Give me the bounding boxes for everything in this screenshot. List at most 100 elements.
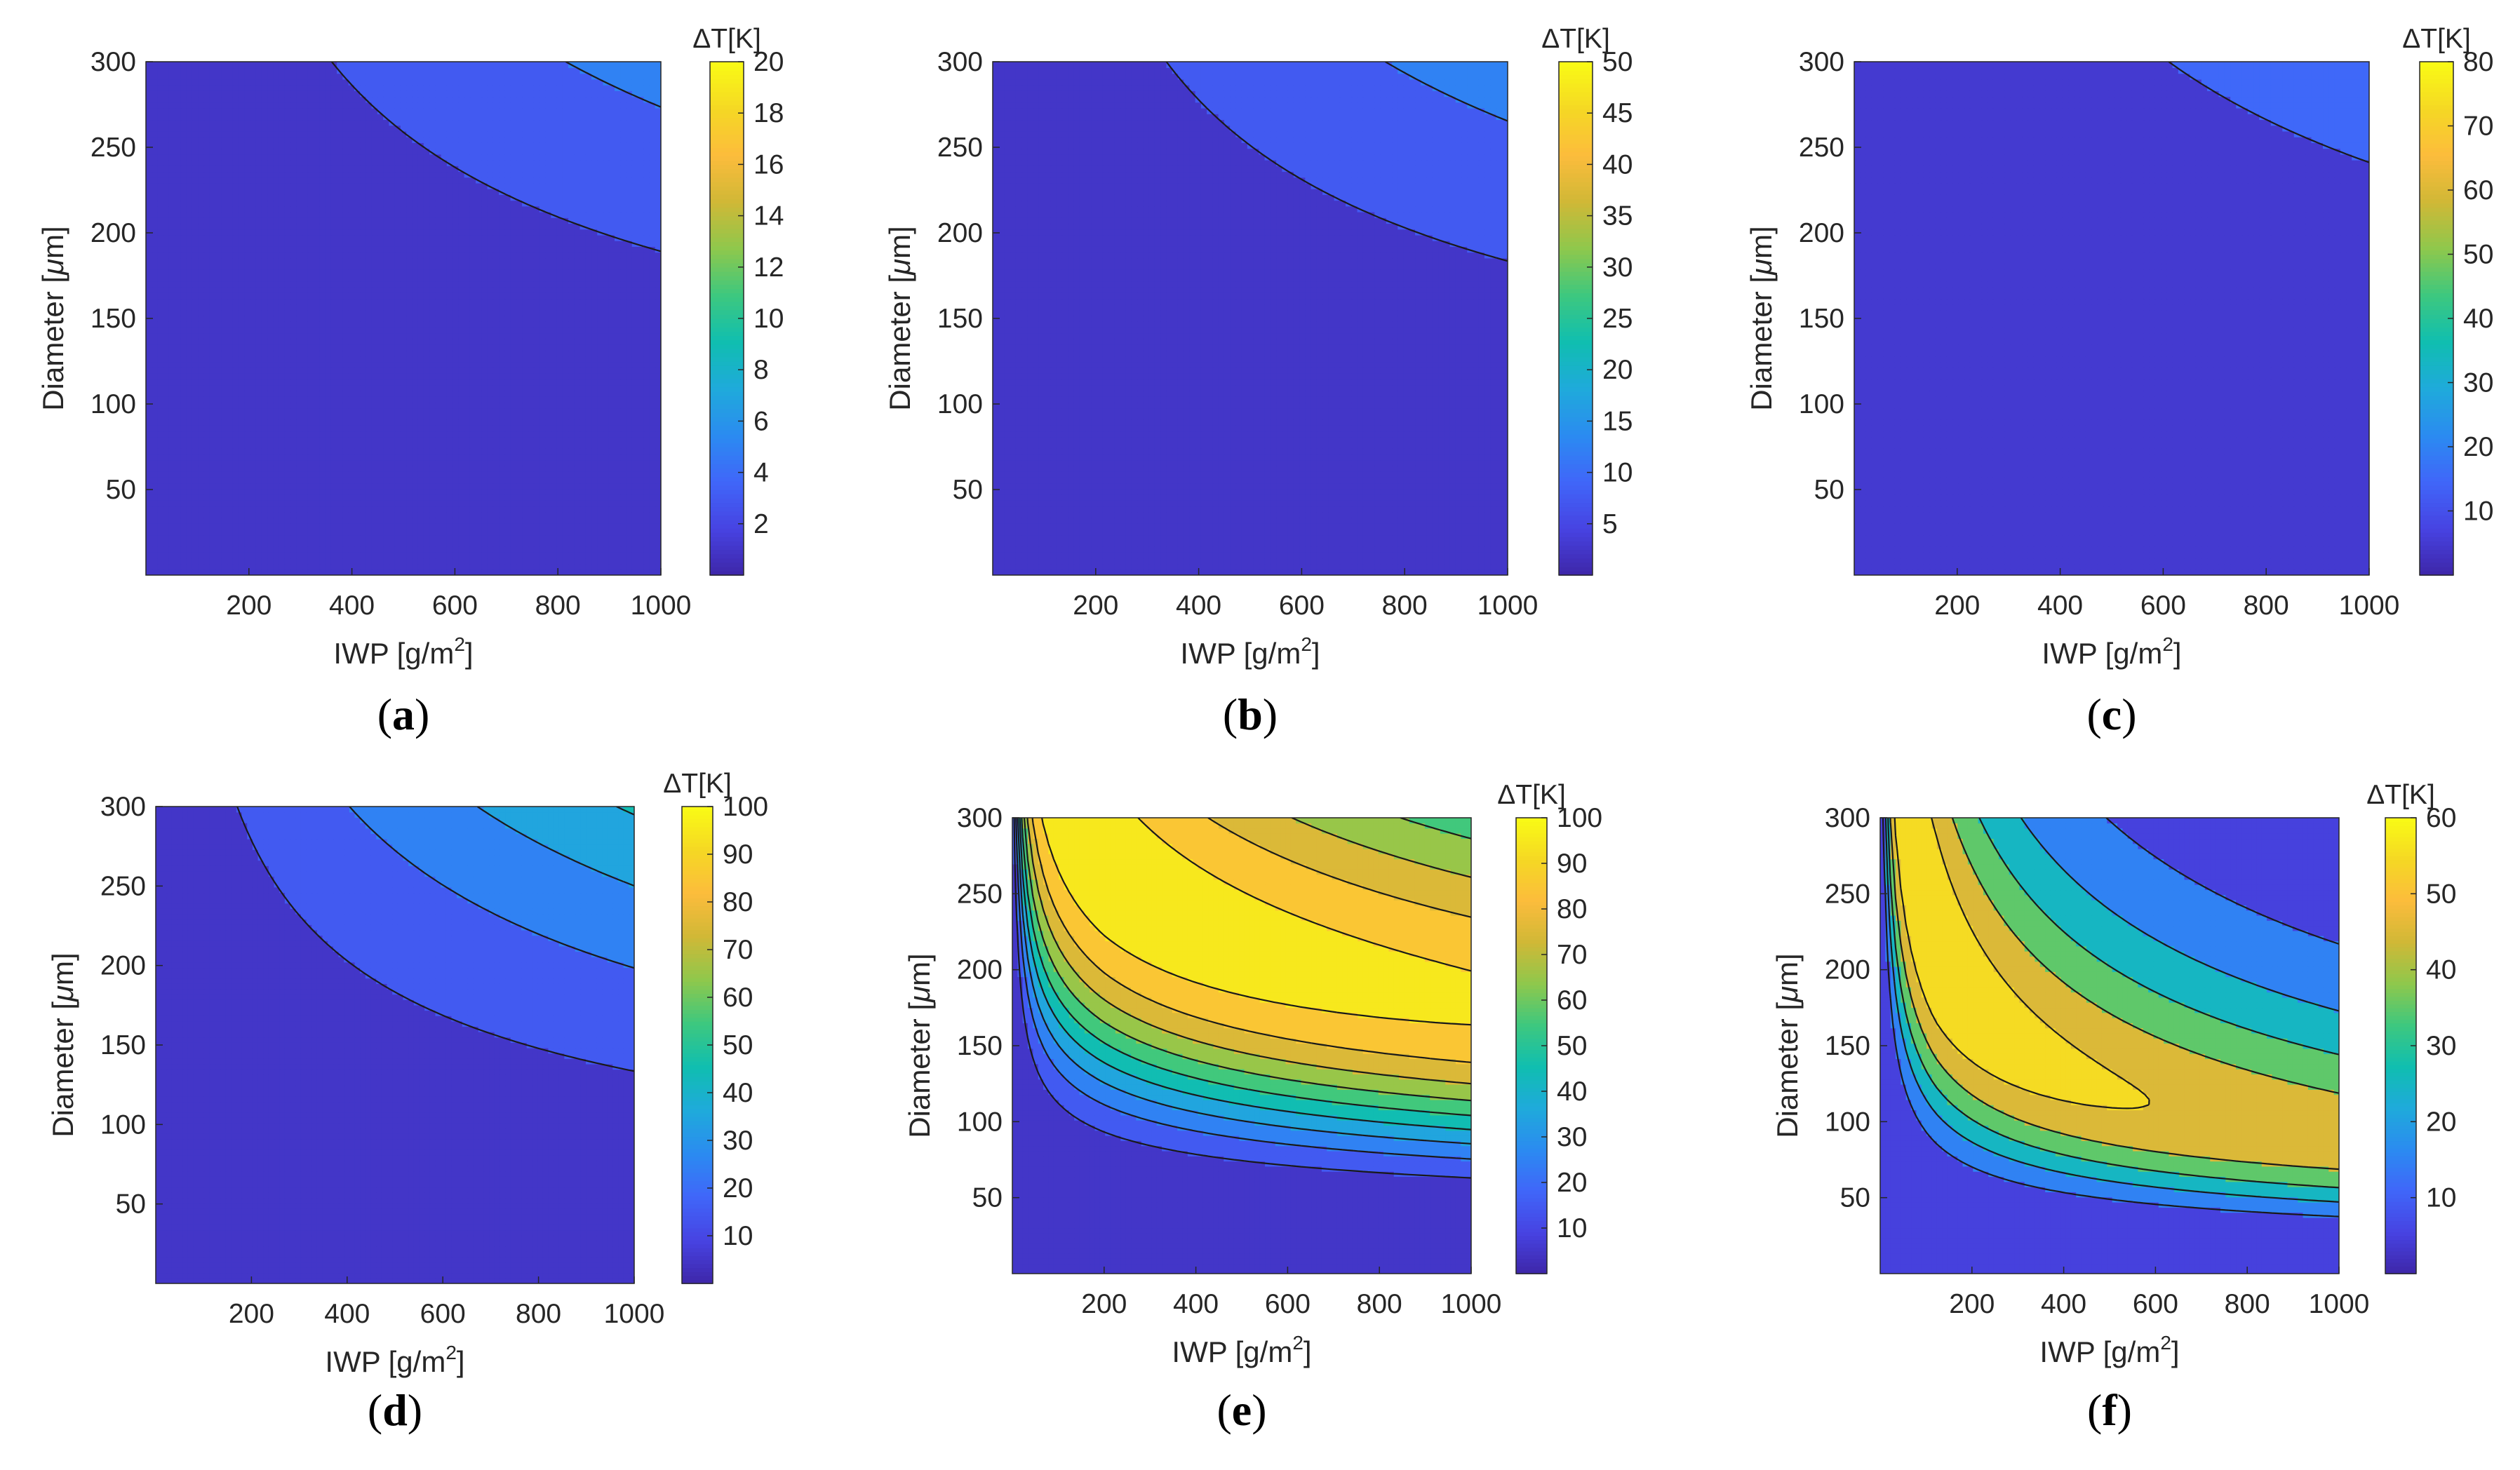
contour-cell xyxy=(556,263,563,270)
contour-cell xyxy=(366,517,373,524)
contour-cell xyxy=(175,384,182,391)
contour-cell xyxy=(186,379,193,386)
contour-cell xyxy=(244,552,251,559)
contour-cell xyxy=(655,483,661,490)
contour-cell xyxy=(302,275,309,282)
contour-cell xyxy=(250,442,257,449)
contour-cell xyxy=(307,488,314,495)
contour-cell xyxy=(476,338,483,345)
contour-cell xyxy=(267,534,274,541)
contour-cell xyxy=(261,304,268,311)
contour-cell xyxy=(504,448,511,455)
contour-cell xyxy=(585,338,592,345)
contour-cell xyxy=(152,419,159,426)
contour-cell xyxy=(556,546,563,553)
contour-cell xyxy=(423,488,430,495)
contour-cell xyxy=(371,425,378,432)
contour-cell xyxy=(284,384,291,391)
contour-cell xyxy=(192,534,199,541)
contour-cell xyxy=(417,552,424,559)
contour-cell xyxy=(168,344,176,351)
contour-cell xyxy=(227,488,234,495)
contour-cell xyxy=(152,298,159,305)
contour-cell xyxy=(383,402,390,409)
contour-cell xyxy=(528,442,535,449)
contour-cell xyxy=(146,529,153,536)
contour-cell xyxy=(476,361,483,368)
contour-cell xyxy=(307,384,314,391)
contour-cell xyxy=(453,315,460,322)
contour-cell xyxy=(406,442,413,449)
contour-cell xyxy=(579,350,587,357)
contour-cell xyxy=(209,534,216,541)
contour-cell xyxy=(244,413,251,420)
contour-cell xyxy=(255,540,262,547)
contour-cell xyxy=(192,390,199,397)
contour-cell xyxy=(499,350,506,357)
contour-cell xyxy=(215,454,222,461)
contour-cell xyxy=(417,517,424,524)
contour-cell xyxy=(417,419,424,426)
contour-cell xyxy=(261,488,268,495)
contour-cell xyxy=(406,483,413,490)
contour-cell xyxy=(371,465,378,472)
contour-cell xyxy=(417,413,424,420)
contour-cell xyxy=(284,477,291,484)
contour-cell xyxy=(319,552,326,559)
contour-cell xyxy=(446,263,453,270)
contour-cell xyxy=(603,454,610,461)
contour-cell xyxy=(319,263,326,270)
contour-cell xyxy=(638,500,645,507)
contour-cell xyxy=(492,459,500,466)
contour-cell xyxy=(360,327,367,334)
contour-cell xyxy=(261,309,268,316)
contour-cell xyxy=(377,488,384,495)
contour-cell xyxy=(307,338,314,345)
contour-cell xyxy=(255,569,262,575)
contour-cell xyxy=(152,506,159,513)
contour-cell xyxy=(244,332,251,339)
contour-cell xyxy=(360,522,367,530)
contour-cell xyxy=(516,488,523,495)
contour-cell xyxy=(389,506,396,513)
contour-cell xyxy=(337,529,344,536)
contour-cell xyxy=(516,465,523,472)
contour-cell xyxy=(551,321,558,328)
contour-cell xyxy=(608,373,615,380)
contour-cell xyxy=(441,350,448,357)
contour-cell xyxy=(366,522,373,530)
contour-cell xyxy=(528,298,535,305)
contour-cell xyxy=(591,454,598,461)
contour-cell xyxy=(562,350,569,357)
contour-cell xyxy=(481,304,488,311)
contour-cell xyxy=(556,275,563,282)
contour-cell xyxy=(579,269,587,276)
contour-cell xyxy=(429,471,436,478)
contour-cell xyxy=(562,494,569,501)
contour-cell xyxy=(168,298,176,305)
contour-cell xyxy=(435,257,442,264)
contour-cell xyxy=(539,425,546,432)
contour-cell xyxy=(469,361,476,368)
contour-cell xyxy=(585,304,592,311)
contour-cell xyxy=(227,522,234,530)
contour-cell xyxy=(296,546,303,553)
contour-cell xyxy=(453,281,460,288)
contour-cell xyxy=(551,517,558,524)
contour-cell xyxy=(441,413,448,420)
contour-cell xyxy=(417,454,424,461)
contour-cell xyxy=(152,483,159,490)
contour-cell xyxy=(585,506,592,513)
contour-cell xyxy=(400,344,407,351)
contour-cell xyxy=(209,552,216,559)
contour-cell xyxy=(186,252,193,259)
contour-cell xyxy=(267,569,274,575)
contour-cell xyxy=(354,413,361,420)
contour-cell xyxy=(348,350,355,357)
contour-cell xyxy=(638,569,645,575)
contour-cell xyxy=(168,413,176,420)
contour-cell xyxy=(620,522,627,530)
contour-cell xyxy=(574,304,581,311)
contour-cell xyxy=(302,413,309,420)
contour-cell xyxy=(152,569,159,575)
